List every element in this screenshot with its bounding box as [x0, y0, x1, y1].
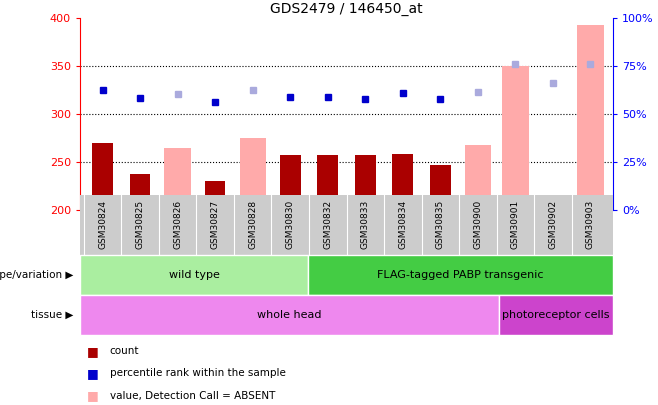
Bar: [205, 181, 226, 210]
Text: GSM30832: GSM30832: [323, 200, 332, 249]
Text: GSM30826: GSM30826: [173, 200, 182, 249]
Title: GDS2479 / 146450_at: GDS2479 / 146450_at: [270, 2, 423, 15]
Text: ■: ■: [87, 345, 98, 358]
Bar: [499, 295, 613, 335]
Text: GSM30834: GSM30834: [398, 200, 407, 249]
Text: GSM30830: GSM30830: [286, 200, 295, 249]
Text: GSM30827: GSM30827: [211, 200, 220, 249]
Text: FLAG-tagged PABP transgenic: FLAG-tagged PABP transgenic: [378, 270, 544, 280]
Bar: [317, 155, 338, 210]
Text: wild type: wild type: [168, 270, 220, 280]
Text: ■: ■: [87, 389, 98, 402]
Bar: [92, 143, 113, 210]
Text: GSM30901: GSM30901: [511, 200, 520, 249]
Text: GSM30835: GSM30835: [436, 200, 445, 249]
Text: whole head: whole head: [257, 310, 322, 320]
Bar: [355, 155, 376, 210]
Text: GSM30903: GSM30903: [586, 200, 595, 249]
Text: ■: ■: [87, 367, 98, 380]
Bar: [130, 173, 151, 210]
Text: GSM30902: GSM30902: [549, 200, 557, 249]
Text: photoreceptor cells: photoreceptor cells: [502, 310, 610, 320]
Bar: [80, 295, 499, 335]
Bar: [240, 138, 266, 210]
Bar: [502, 66, 528, 210]
Text: GSM30828: GSM30828: [248, 200, 257, 249]
Text: GSM30900: GSM30900: [473, 200, 482, 249]
Bar: [309, 255, 613, 295]
Text: value, Detection Call = ABSENT: value, Detection Call = ABSENT: [110, 391, 275, 401]
Bar: [465, 145, 491, 210]
Bar: [164, 147, 191, 210]
Text: GSM30833: GSM30833: [361, 200, 370, 249]
Text: count: count: [110, 346, 139, 356]
Text: tissue ▶: tissue ▶: [31, 310, 74, 320]
Bar: [280, 155, 301, 210]
Bar: [430, 165, 451, 210]
Bar: [392, 154, 413, 210]
Bar: [577, 25, 603, 210]
Text: GSM30824: GSM30824: [98, 200, 107, 249]
Text: genotype/variation ▶: genotype/variation ▶: [0, 270, 74, 280]
Bar: [80, 255, 309, 295]
Text: GSM30825: GSM30825: [136, 200, 145, 249]
Text: percentile rank within the sample: percentile rank within the sample: [110, 369, 286, 379]
